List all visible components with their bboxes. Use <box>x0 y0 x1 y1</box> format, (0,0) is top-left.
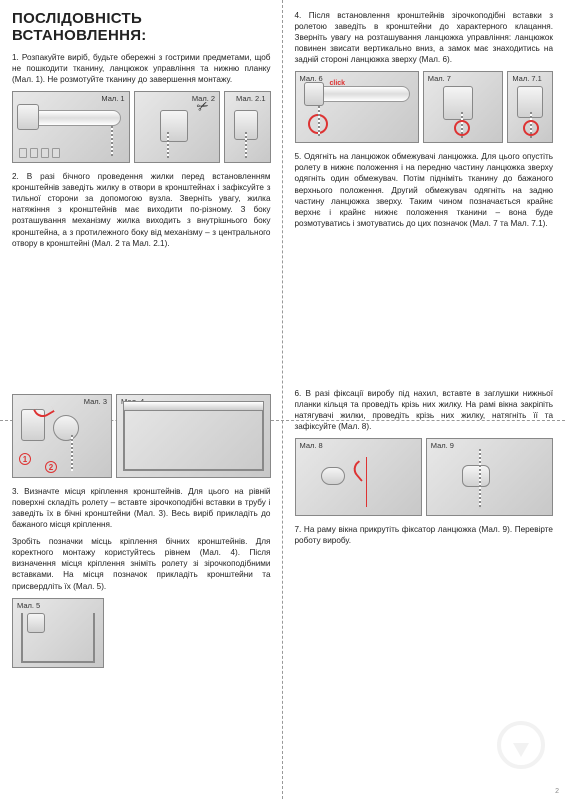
gear-icon <box>53 415 79 441</box>
figure-7-label: Мал. 7 <box>428 74 451 83</box>
figure-row-5: Мал. 8 Мал. 9 <box>295 438 554 516</box>
chain-icon <box>71 435 73 471</box>
bracket-icon <box>17 104 39 130</box>
page-title: ПОСЛІДОВНІСТЬ ВСТАНОВЛЕННЯ: <box>12 10 271 44</box>
figure-row-2: Мал. 6 click Мал. 7 Мал. 7.1 <box>295 71 554 143</box>
bracket-icon <box>160 110 188 142</box>
figure-6: Мал. 6 click <box>295 71 419 143</box>
callout-1: 1 <box>19 453 31 465</box>
figure-9-label: Мал. 9 <box>431 441 454 450</box>
figure-2: Мал. 2 ✂ <box>134 91 220 163</box>
chain-icon <box>318 106 320 136</box>
chain-icon <box>479 449 481 507</box>
figure-5: Мал. 5 <box>12 598 104 668</box>
figure-5-label: Мал. 5 <box>17 601 40 610</box>
figure-1-label: Мал. 1 <box>101 94 124 103</box>
fixator-icon <box>462 465 490 487</box>
page-number: 2 <box>555 788 559 795</box>
figure-4: Мал. 4 <box>116 394 270 478</box>
line-icon <box>366 457 368 507</box>
bracket-icon <box>304 82 324 106</box>
figure-21-label: Мал. 2.1 <box>236 94 265 103</box>
step-2-text: 2. В разі бічного проведення жилки перед… <box>12 171 271 248</box>
step-7-text: 7. На раму вікна прикрутіть фіксатор лан… <box>295 524 554 546</box>
figure-3: Мал. 3 1 2 <box>12 394 112 478</box>
chain-icon <box>245 132 247 158</box>
figure-8: Мал. 8 <box>295 438 422 516</box>
bracket-icon <box>443 86 473 120</box>
quadrant-top-left: ПОСЛІДОВНІСТЬ ВСТАНОВЛЕННЯ: 1. Розпакуйт… <box>0 0 283 378</box>
window-frame-icon <box>123 401 263 471</box>
figure-3-label: Мал. 3 <box>84 397 107 406</box>
step-6-text: 6. В разі фіксації виробу під нахил, вст… <box>295 388 554 432</box>
red-circle-icon <box>523 120 539 136</box>
figure-row-4: Мал. 5 <box>12 598 271 668</box>
step-4-text: 4. Після встановлення кронштейнів зірочк… <box>295 10 554 65</box>
chain-icon <box>111 126 113 156</box>
tensioner-icon <box>321 467 345 485</box>
figure-71-label: Мал. 7.1 <box>512 74 541 83</box>
quadrant-bottom-left: Мал. 3 1 2 Мал. 4 3. Визначте місця кріп… <box>0 378 283 799</box>
click-label: click <box>330 80 346 87</box>
figure-1: Мал. 1 <box>12 91 130 163</box>
step-3b-text: Зробіть позначки місць кріплення бічних … <box>12 536 271 591</box>
step-3-text: 3. Визначте місця кріплення кронштейнів.… <box>12 486 271 530</box>
figure-9: Мал. 9 <box>426 438 553 516</box>
step-1-text: 1. Розпакуйте виріб, будьте обережні з г… <box>12 52 271 85</box>
quadrant-top-right: 4. Після встановлення кронштейнів зірочк… <box>283 0 565 378</box>
figure-row-1: Мал. 1 Мал. 2 ✂ Мал. 2.1 <box>12 91 271 163</box>
parts-icon <box>19 148 60 158</box>
figure-7-1: Мал. 7.1 <box>507 71 553 143</box>
chain-icon <box>167 132 169 158</box>
quadrant-bottom-right: 6. В разі фіксації виробу під нахил, вст… <box>283 378 565 799</box>
figure-8-label: Мал. 8 <box>300 441 323 450</box>
red-circle-icon <box>454 120 470 136</box>
rail-icon <box>123 401 263 411</box>
figure-7: Мал. 7 <box>423 71 504 143</box>
figure-row-3: Мал. 3 1 2 Мал. 4 <box>12 394 271 478</box>
bracket-icon <box>27 613 45 633</box>
step-5-text: 5. Одягніть на ланцюжок обмежувачі ланцю… <box>295 151 554 228</box>
figure-2-1: Мал. 2.1 <box>224 91 270 163</box>
callout-2: 2 <box>45 461 57 473</box>
watermark-icon <box>497 721 545 769</box>
